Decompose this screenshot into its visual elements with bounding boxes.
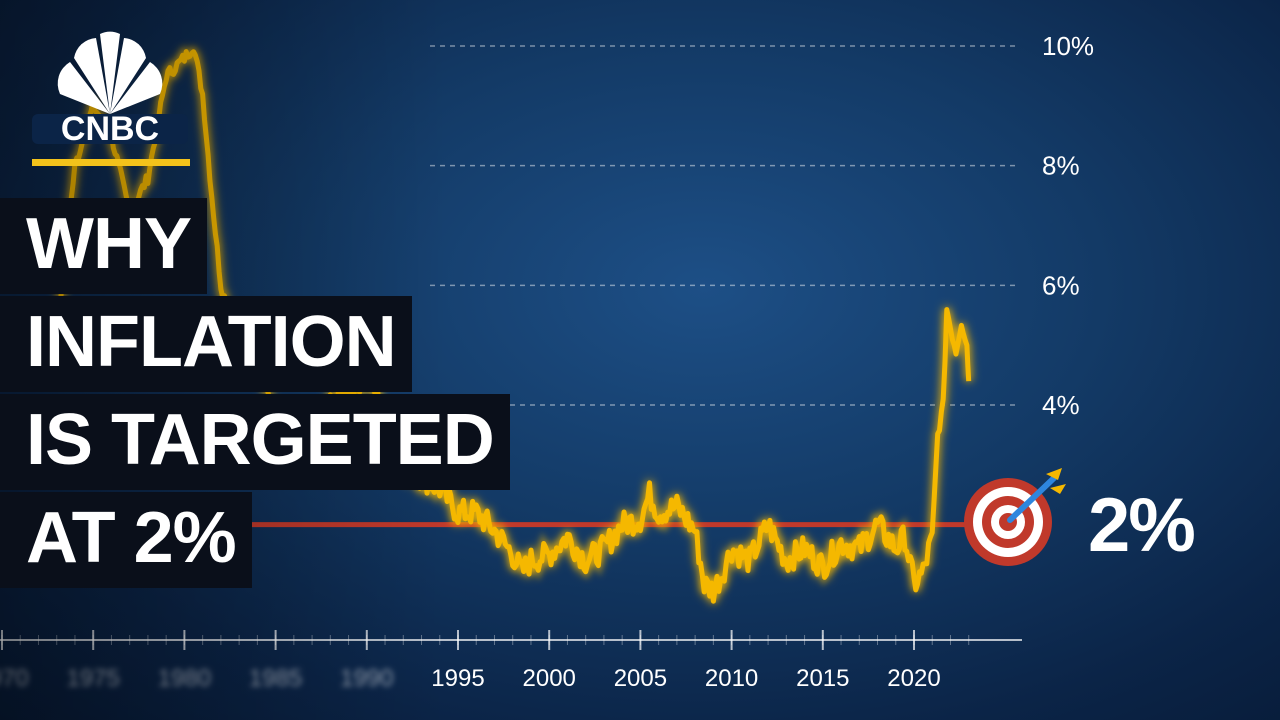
- data-point: [520, 571, 523, 574]
- x-tick-label: 2015: [796, 665, 849, 692]
- data-point: [721, 571, 724, 574]
- y-tick-label: 8%: [1042, 151, 1080, 181]
- data-point: [936, 433, 939, 436]
- gridlines: [430, 45, 1020, 406]
- x-tick-label: 1980: [158, 665, 211, 692]
- data-point: [584, 559, 587, 562]
- data-point: [475, 511, 478, 514]
- x-tick-label: 2020: [887, 665, 940, 692]
- data-point: [566, 535, 569, 538]
- y-axis-labels: 4% 6% 8% 10%: [1042, 31, 1094, 420]
- x-tick-label: 1975: [67, 665, 120, 692]
- headline-line-1: WHY: [0, 198, 207, 294]
- data-point: [803, 547, 806, 550]
- data-point: [931, 535, 934, 538]
- data-point: [639, 517, 642, 520]
- x-tick-label: 2005: [614, 665, 667, 692]
- x-tick-label: 2000: [523, 665, 576, 692]
- data-point: [648, 493, 651, 496]
- data-point: [965, 344, 968, 347]
- data-point: [694, 529, 697, 532]
- data-point: [192, 45, 195, 48]
- headline-line-2: INFLATION: [0, 296, 412, 392]
- data-point: [703, 583, 706, 586]
- y-tick-label: 6%: [1042, 270, 1080, 300]
- data-point: [712, 589, 715, 592]
- data-point: [840, 541, 843, 544]
- x-tick-label: 1970: [0, 665, 29, 692]
- data-point: [457, 511, 460, 514]
- headline-line-4: AT 2%: [0, 492, 252, 588]
- data-point: [967, 380, 970, 383]
- logo-accent-bar: [32, 159, 190, 166]
- data-point: [922, 571, 925, 574]
- data-point: [903, 535, 906, 538]
- data-point: [602, 547, 605, 550]
- data-point: [210, 194, 213, 197]
- data-point: [942, 404, 945, 407]
- target-value-label: 2%: [1088, 483, 1196, 568]
- data-point: [529, 559, 532, 562]
- data-point: [201, 92, 204, 95]
- data-point: [146, 176, 149, 179]
- y-tick-label: 4%: [1042, 390, 1080, 420]
- data-point: [621, 523, 624, 526]
- x-tick-label: 1995: [431, 665, 484, 692]
- x-axis: 1970 1975 1980 1985 1990 1995 2000 2005 2010 2015…: [0, 630, 1022, 692]
- data-point: [954, 350, 957, 353]
- data-point: [894, 547, 897, 550]
- data-point: [657, 511, 660, 514]
- y-tick-label: 10%: [1042, 31, 1094, 61]
- cnbc-peacock-logo: CNBC: [32, 31, 188, 148]
- data-point: [785, 559, 788, 562]
- data-point: [949, 326, 952, 329]
- data-point: [858, 547, 861, 550]
- x-tick-label: 1985: [249, 665, 302, 692]
- data-point: [960, 320, 963, 323]
- x-tick-label: 2010: [705, 665, 758, 692]
- data-point: [511, 553, 514, 556]
- logo-text: CNBC: [61, 110, 159, 148]
- data-point: [767, 523, 770, 526]
- data-point: [219, 284, 222, 287]
- data-point: [913, 583, 916, 586]
- headline-line-3: IS TARGETED: [0, 394, 510, 490]
- data-point: [945, 308, 948, 311]
- data-point: [876, 523, 879, 526]
- data-point: [730, 547, 733, 550]
- x-tick-label: 1990: [340, 665, 393, 692]
- data-point: [821, 565, 824, 568]
- data-point: [548, 553, 551, 556]
- data-point: [748, 559, 751, 562]
- target-with-arrow-icon: [964, 468, 1066, 566]
- data-point: [493, 529, 496, 532]
- data-point: [675, 505, 678, 508]
